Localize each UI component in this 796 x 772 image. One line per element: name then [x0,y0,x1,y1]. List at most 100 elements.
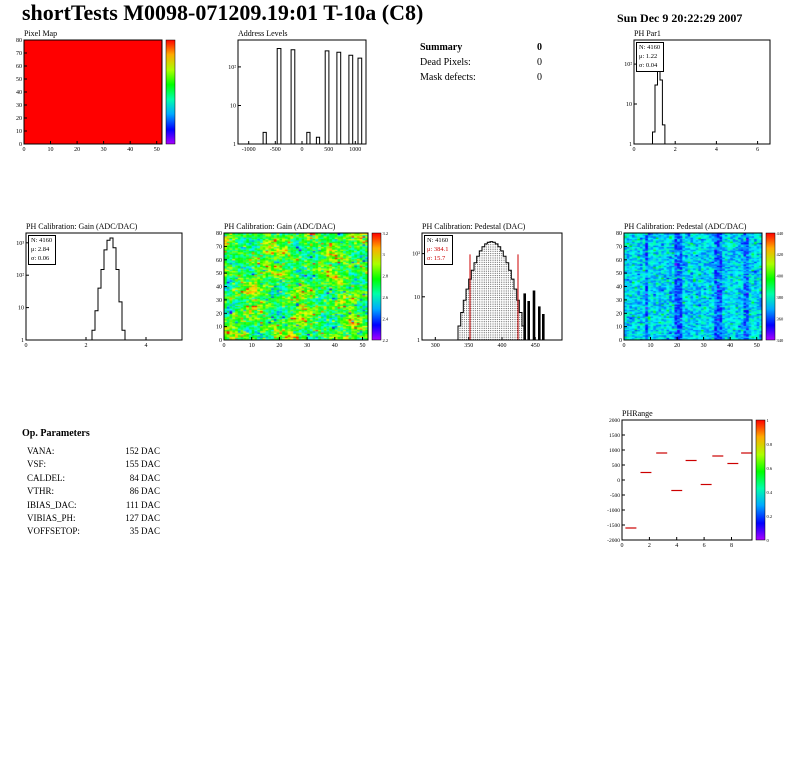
stats-box: N: 4160 μ: 1.22 σ: 0.04 [636,42,665,73]
stats-line: μ: 1.22 [639,52,658,60]
colorbar [765,232,776,341]
svg-text:60: 60 [216,258,222,264]
param-name: CALDEL: [27,472,65,483]
op-parameters-block: Op. Parameters VANA: 152 DAC VSF: 155 DA… [22,428,160,539]
svg-text:10: 10 [16,129,22,135]
chart-title: PHRange [622,409,653,418]
stats-line: N: 4160 [427,237,449,244]
histogram-line [91,237,126,340]
param-value: 127 DAC [125,513,160,524]
chart-title: PH Calibration: Pedestal (ADC/DAC) [624,222,747,231]
svg-text:0: 0 [19,142,22,148]
svg-text:70: 70 [616,244,622,250]
svg-text:500: 500 [612,463,621,469]
svg-text:70: 70 [16,51,22,57]
svg-text:-500: -500 [270,147,281,153]
svg-text:10: 10 [249,343,255,349]
svg-text:10²: 10² [228,65,236,71]
plot-frame [237,39,367,145]
stats-line: μ: 384.1 [427,245,449,253]
chart-title: PH Par1 [634,29,661,38]
histogram-peaks [262,48,363,144]
svg-text:80: 80 [616,231,622,237]
svg-text:-2000: -2000 [607,538,620,544]
pedestal-map-chart: PH Calibration: Pedestal (ADC/DAC) 0 10 20… [608,220,796,353]
svg-text:0.2: 0.2 [767,514,773,519]
plot-frame [621,419,753,541]
svg-text:10³: 10³ [16,241,24,247]
param-row: VSF: 155 DAC [22,458,160,471]
svg-text:400: 400 [777,274,785,279]
plot-frame [25,232,183,341]
param-row: VANA: 152 DAC [22,445,160,458]
svg-text:50: 50 [154,147,160,153]
svg-text:0: 0 [223,343,226,349]
gaussian-histogram [447,241,536,341]
param-name: VANA: [27,446,55,456]
svg-text:30: 30 [304,343,310,349]
svg-text:0: 0 [25,343,28,349]
param-name: VSF: [27,459,47,470]
svg-text:4: 4 [715,147,718,153]
svg-text:40: 40 [127,147,133,153]
param-row: VTHR: 86 DAC [22,485,160,498]
svg-text:0: 0 [619,338,622,344]
svg-text:440: 440 [777,231,785,236]
stats-line: N: 4160 [31,237,53,244]
chart-title: PH Calibration: Gain (ADC/DAC) [26,222,138,231]
stats-box: N: 4160 μ: 384.1 σ: 15.7 [424,235,453,266]
pedestal_1d-plot: 10² 10 1 300 350 400 450 [412,232,563,349]
param-name: VTHR: [27,486,54,497]
gain-map-chart: PH Calibration: Gain (ADC/DAC) 0 10 20 30 40… [208,220,404,353]
svg-text:20: 20 [616,311,622,317]
svg-text:1: 1 [629,142,632,148]
summary-row-dead-pixels: Dead Pixels: 0 [420,57,542,68]
param-value: 155 DAC [125,459,160,470]
stats-box: N: 4160 μ: 2.84 σ: 0.06 [28,235,57,266]
param-row: IBIAS_DAC: 111 DAC [22,499,160,512]
param-value: 86 DAC [129,486,160,497]
summary-total-defects: 0 [537,42,542,53]
svg-text:30: 30 [101,147,107,153]
svg-text:500: 500 [324,147,333,153]
svg-text:40: 40 [216,285,222,291]
plot-frame [633,39,771,145]
summary-block: Summary 0 Dead Pixels: 0 Mask defects: 0 [420,42,542,87]
svg-text:50: 50 [360,343,366,349]
outlier-bar [542,314,545,340]
svg-text:2.4: 2.4 [383,316,389,321]
pixel_map-plot: 0 10 20 30 40 50 60 70 80 0 10 20 30 40 50 [16,38,176,153]
svg-text:2: 2 [85,343,88,349]
svg-text:60: 60 [616,258,622,264]
svg-text:80: 80 [16,38,22,44]
axes: 0 10 20 30 40 50 60 70 80 0 10 20 30 40 50 3.2 3 2.8 2.6 2.… [216,231,389,349]
svg-text:6: 6 [756,147,759,153]
param-value: 84 DAC [129,472,160,483]
colorbar [165,39,176,145]
param-value: 111 DAC [125,499,160,510]
pedestal-histogram-chart: PH Calibration: Pedestal (DAC) 10² 10 1 300… [400,220,580,353]
colorbar [371,232,382,341]
svg-text:70: 70 [216,244,222,250]
outlier-bar [527,301,530,340]
svg-text:0: 0 [23,147,26,153]
svg-text:0.8: 0.8 [767,442,773,447]
svg-text:0: 0 [617,478,620,484]
svg-text:2.2: 2.2 [383,338,389,343]
svg-text:8: 8 [730,543,733,549]
axes: 0 10 20 30 40 50 60 70 80 0 10 20 30 40 50 [16,38,160,153]
summary-row-value: 0 [537,72,542,83]
summary-row-value: 0 [537,57,542,68]
svg-text:40: 40 [616,285,622,291]
svg-text:1500: 1500 [609,433,620,439]
param-row: CALDEL: 84 DAC [22,472,160,485]
gain_2d-heatmap [224,233,368,340]
gain-histogram-chart: PH Calibration: Gain (ADC/DAC) 10³ 10² 10 1… [4,220,204,353]
svg-text:10: 10 [48,147,54,153]
svg-text:50: 50 [754,343,760,349]
svg-text:20: 20 [216,311,222,317]
colorbar [755,419,766,541]
pixel_map-heatmap [24,40,162,144]
